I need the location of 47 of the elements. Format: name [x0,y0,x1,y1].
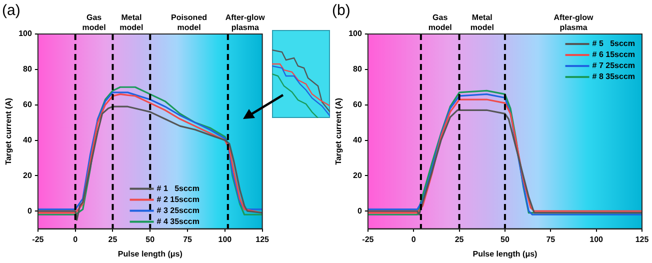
x-tick-label: -25 [362,234,374,244]
y-tick-label: 40 [353,135,362,144]
x-tick-label: 50 [500,234,510,244]
text: Poisoned model [171,13,208,32]
legend-label: # 2 15sccm [156,195,200,204]
x-axis-title: Pulse length (μs) [118,249,183,258]
x-tick-label: 0 [73,234,78,244]
x-tick-label: 25 [454,234,464,244]
x-tick-label: 100 [218,234,232,244]
x-tick-label: 125 [635,234,650,244]
text: Metal model [470,13,494,32]
legend-label: # 3 25sccm [156,206,200,216]
y-tick-label: 100 [18,29,32,38]
x-axis-title: Pulse length (μs) [472,249,538,258]
y-tick-label: 20 [23,170,32,180]
y-tick-label: 80 [353,64,362,74]
y-tick-label: 0 [27,206,32,216]
text: Gas model [428,13,452,32]
y-tick-label: 20 [353,170,362,180]
legend-label: # 8 35sccm [592,72,635,82]
x-tick-label: 125 [256,234,270,244]
x-tick-label: 75 [546,234,556,244]
legend-label: # 7 25sccm [592,61,635,70]
text: After-glow plasma [554,13,594,32]
y-tick-label: 100 [348,29,362,38]
text: Gas model [82,13,106,32]
text: After-glow plasma [225,13,266,32]
y-axis-title: Target current (A) [334,98,344,165]
legend-label: # 4 35sccm [156,217,200,226]
legend-label: # 6 15sccm [592,50,635,60]
y-tick-label: 60 [353,100,362,110]
y-tick-label: 80 [23,64,32,74]
x-tick-label: 75 [183,234,193,244]
y-tick-label: 40 [23,135,32,144]
x-tick-label: 100 [590,234,604,244]
x-tick-label: 0 [411,234,416,244]
legend-label: # 1 5sccm [156,184,200,194]
text: Metal model [120,13,144,32]
chart-title: (a) [2,2,20,20]
chart-title: (b) [332,2,350,20]
y-tick-label: 60 [23,100,32,110]
x-tick-label: 50 [146,234,156,244]
x-tick-label: 25 [108,234,118,244]
y-axis-title: Target current (A) [4,98,14,165]
x-tick-label: -25 [32,234,44,244]
y-tick-label: 0 [357,206,362,216]
legend-label: # 5 5sccm [592,39,635,48]
